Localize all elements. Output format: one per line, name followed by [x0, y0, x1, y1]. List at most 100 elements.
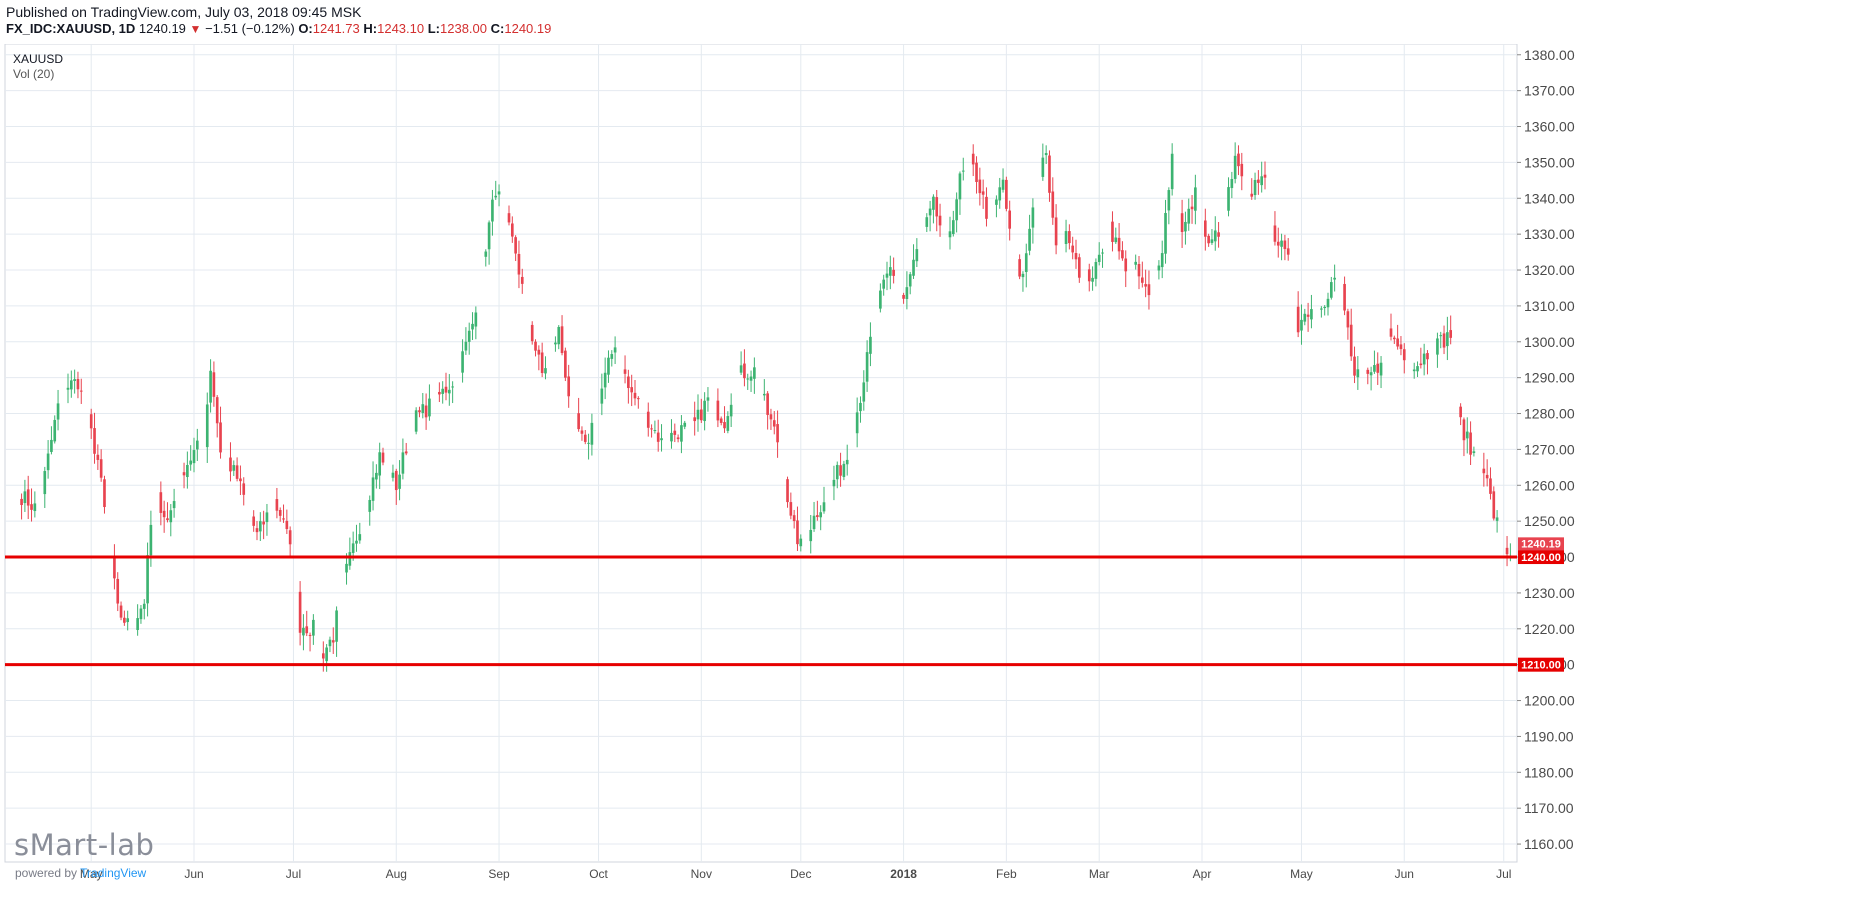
candle-body — [729, 404, 733, 417]
candle-body — [1399, 344, 1403, 350]
x-tick-label: Dec — [790, 867, 811, 881]
candle-body — [1300, 319, 1303, 331]
candle-body — [693, 417, 697, 422]
last-price-value: 1240.19 — [138, 21, 186, 36]
candle-body — [1310, 309, 1313, 320]
candle-body — [1333, 277, 1336, 280]
tradingview-link[interactable]: TradingView — [80, 866, 147, 880]
candle-body — [1160, 253, 1164, 268]
candle-body — [1137, 264, 1141, 277]
candle-body — [186, 464, 189, 478]
candle-body — [1412, 369, 1416, 372]
plot-area[interactable] — [4, 44, 1518, 863]
y-tick-label: 1290.00 — [1524, 370, 1575, 386]
candle-body — [530, 324, 534, 342]
level-price-label: 1210.00 — [1521, 660, 1561, 672]
x-tick-label: Aug — [386, 867, 407, 881]
candle-body — [285, 520, 289, 530]
candle-body — [1184, 221, 1187, 232]
candle-body — [414, 410, 418, 432]
candle-body — [451, 386, 454, 388]
candle-body — [278, 510, 282, 516]
candle-body — [139, 608, 143, 620]
candle-body — [96, 454, 100, 460]
candle-body — [1114, 237, 1118, 243]
y-tick-label: 1180.00 — [1524, 764, 1574, 780]
candle-body — [265, 512, 269, 523]
close-label: C: — [490, 21, 505, 36]
candle-body — [892, 269, 895, 276]
candle-body — [215, 397, 219, 424]
candle-body — [288, 530, 292, 545]
candle-body — [1422, 353, 1426, 365]
candle-body — [1087, 269, 1091, 282]
candle-body — [842, 463, 846, 477]
candle-body — [1157, 265, 1161, 271]
candle-body — [1392, 337, 1396, 340]
candle-body — [769, 414, 773, 420]
y-tick-label: 1340.00 — [1524, 190, 1575, 206]
candle-body — [438, 391, 441, 395]
candle-body — [1369, 372, 1373, 376]
candle-body — [282, 518, 285, 520]
x-tick-label: Jun — [184, 867, 203, 881]
candle-body — [428, 398, 431, 417]
x-tick-label: Nov — [691, 867, 712, 881]
candle-body — [1213, 230, 1217, 242]
candle-body — [577, 413, 580, 430]
candle-body — [912, 259, 915, 276]
candle-body — [567, 376, 571, 397]
powered-prefix: powered by — [15, 866, 78, 880]
candle-body — [607, 357, 610, 375]
price-tags: 1240.00 1210.00 1240.19 — [1518, 537, 1564, 672]
candle-body — [351, 543, 355, 553]
candle-body — [1253, 179, 1257, 196]
candle-body — [1008, 210, 1012, 229]
candle-body — [560, 326, 564, 354]
x-tick-label: Oct — [589, 867, 608, 881]
candle-body — [1074, 253, 1078, 260]
candle-body — [1459, 406, 1462, 418]
candle-body — [1164, 212, 1167, 254]
candle-body — [345, 563, 348, 573]
candle-body — [1024, 253, 1028, 273]
candle-body — [1273, 225, 1277, 242]
candle-body — [859, 402, 862, 412]
candle-body — [1263, 174, 1267, 178]
candle-body — [534, 341, 537, 351]
y-tick-label: 1230.00 — [1524, 585, 1575, 601]
price-axis[interactable]: 1160.00 1170.00 1180.00 1190.00 1200.00 1210.… — [1517, 47, 1575, 852]
candle-body — [1436, 338, 1439, 355]
candle-body — [1250, 193, 1254, 197]
candle-body — [348, 552, 352, 566]
candle-body — [368, 499, 372, 512]
candle-body — [1227, 187, 1230, 211]
candle-body — [646, 411, 650, 428]
y-tick-label: 1370.00 — [1524, 83, 1575, 99]
price-chart[interactable]: 1160.00 1170.00 1180.00 1190.00 1200.00 1210.… — [0, 44, 1855, 917]
y-tick-label: 1320.00 — [1524, 262, 1575, 278]
candle-body — [822, 502, 826, 512]
candle-body — [401, 452, 405, 474]
candle-body — [1329, 282, 1333, 298]
candle-body — [812, 515, 816, 530]
candle-body — [484, 251, 488, 257]
level-price-label: 1240.00 — [1521, 552, 1561, 564]
candle-body — [76, 379, 80, 390]
candle-body — [882, 279, 886, 289]
candle-body — [375, 472, 378, 480]
candle-body — [169, 510, 173, 523]
candle-body — [1306, 314, 1310, 317]
candle-body — [1373, 365, 1376, 372]
candle-body — [1121, 250, 1124, 259]
candle-body — [928, 208, 932, 216]
candle-body — [1071, 245, 1075, 253]
x-tick-label: Jun — [1395, 867, 1414, 881]
candle-body — [371, 477, 375, 501]
candle-body — [888, 267, 892, 276]
candle-body — [136, 618, 139, 631]
time-axis[interactable]: May Jun Jul Aug Sep Oct Nov Dec 2018 Feb Mar Apr May… — [80, 867, 1512, 881]
candle-body — [776, 424, 779, 443]
open-label: O: — [298, 21, 313, 36]
x-tick-label: May — [80, 867, 103, 881]
